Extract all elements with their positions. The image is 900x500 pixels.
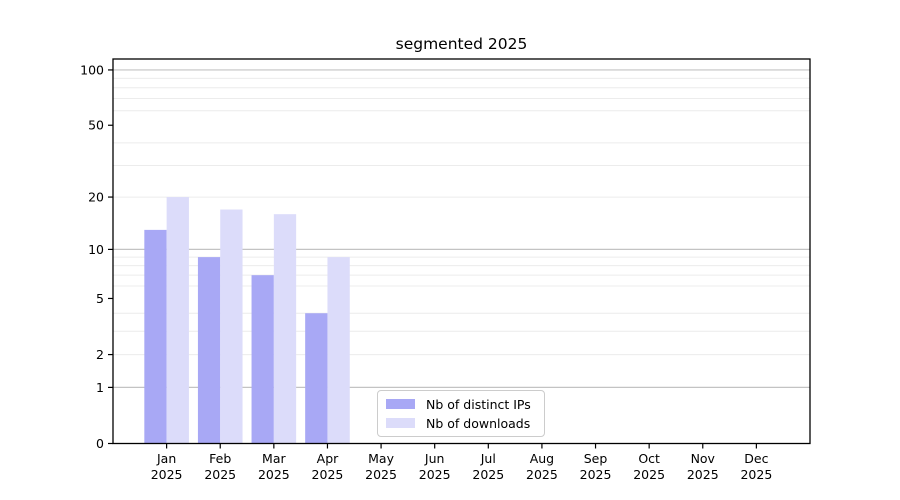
y-tick-label-50: 50 — [88, 118, 104, 133]
x-tick-label-aug: Aug 2025 — [526, 451, 558, 482]
y-tick-label-2: 2 — [96, 347, 104, 362]
y-tick-label-0: 0 — [96, 436, 104, 451]
x-tick-label-dec: Dec 2025 — [740, 451, 772, 482]
legend: Nb of distinct IPs Nb of downloads — [377, 390, 545, 437]
x-tick-label-jun: Jun 2025 — [419, 451, 451, 482]
y-tick-label-100: 100 — [80, 62, 104, 77]
axes-frame — [112, 58, 811, 445]
x-tick-label-may: May 2025 — [365, 451, 397, 482]
x-tick-label-apr: Apr 2025 — [312, 451, 344, 482]
bar-distinct-ips-feb — [197, 257, 221, 444]
bar-distinct-ips-apr — [305, 313, 328, 444]
bar-downloads-feb — [220, 209, 243, 444]
bar-downloads-mar — [273, 214, 297, 444]
legend-label-distinct-ips: Nb of distinct IPs — [426, 396, 531, 412]
x-tick-label-mar: Mar 2025 — [258, 451, 290, 482]
legend-swatch-distinct-ips-icon — [386, 399, 415, 409]
legend-item-downloads: Nb of downloads — [386, 416, 536, 431]
legend-item-distinct-ips: Nb of distinct IPs — [386, 397, 536, 412]
legend-label-downloads: Nb of downloads — [426, 415, 531, 431]
x-tick-label-feb: Feb 2025 — [204, 451, 236, 482]
x-tick-label-oct: Oct 2025 — [633, 451, 665, 482]
bar-downloads-apr — [327, 257, 350, 444]
y-tick-label-1: 1 — [96, 380, 104, 395]
bar-distinct-ips-mar — [251, 275, 274, 444]
legend-swatch-downloads-icon — [386, 418, 415, 428]
y-tick-label-5: 5 — [96, 291, 104, 306]
chart-title: segmented 2025 — [395, 35, 528, 53]
y-tick-label-10: 10 — [88, 242, 104, 257]
x-tick-label-nov: Nov 2025 — [687, 451, 719, 482]
x-tick-label-jan: Jan 2025 — [151, 451, 183, 482]
x-tick-label-jul: Jul 2025 — [472, 451, 504, 482]
x-tick-label-sep: Sep 2025 — [580, 451, 612, 482]
bar-downloads-jan — [166, 197, 189, 444]
bar-distinct-ips-jan — [144, 229, 167, 444]
y-tick-label-20: 20 — [88, 190, 104, 205]
